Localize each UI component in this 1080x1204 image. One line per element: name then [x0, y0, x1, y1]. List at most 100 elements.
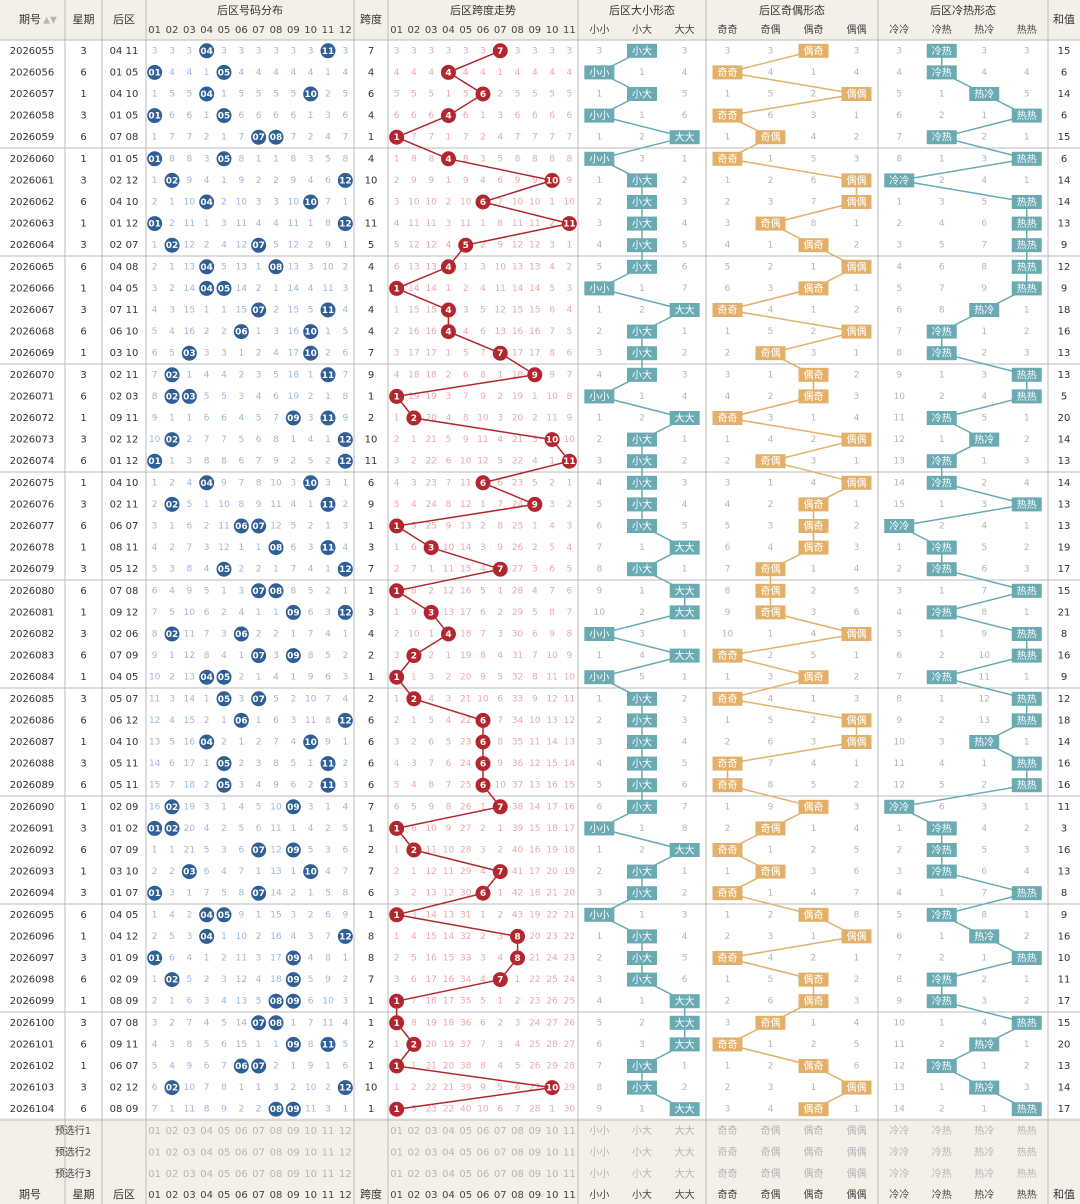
- missing-count: 7: [290, 133, 296, 143]
- size-missing-count: 1: [596, 651, 602, 661]
- hotcold-box-label: 冷热: [932, 1060, 952, 1073]
- sum-cell: 15: [1058, 132, 1071, 143]
- parity-box-label: 奇奇: [718, 66, 738, 79]
- number-ball: [251, 1058, 267, 1074]
- span-missing-count: 1: [394, 1083, 400, 1093]
- hotcold-box: [926, 821, 957, 836]
- span-missing-count: 19: [425, 1018, 437, 1028]
- footer-number: 09: [287, 1190, 300, 1201]
- span-missing-count: 16: [460, 586, 472, 596]
- missing-count: 2: [204, 975, 210, 985]
- span-missing-count: 5: [463, 90, 469, 100]
- parity-box: [755, 454, 786, 469]
- parity-missing-count: 2: [725, 738, 731, 748]
- number-ball-label: 07: [252, 1019, 265, 1029]
- header-number-12: 12: [339, 25, 352, 36]
- back-cell: 04 12: [110, 931, 139, 942]
- footer-number: 05: [218, 1190, 231, 1201]
- parity-missing-count: 1: [725, 867, 731, 877]
- number-ball: [303, 194, 319, 210]
- span-missing-count: 10: [408, 198, 420, 208]
- header-span-value-11: 11: [563, 25, 576, 36]
- missing-count: 6: [256, 435, 262, 445]
- number-ball-label: 11: [322, 544, 335, 554]
- parity-box-label: 偶偶: [847, 433, 867, 446]
- missing-count: 6: [169, 954, 175, 964]
- number-ball: [216, 756, 232, 772]
- size-box-label: 大大: [675, 131, 695, 144]
- missing-count: 5: [256, 90, 262, 100]
- size-box: [627, 929, 657, 944]
- span-missing-count: 27: [529, 1083, 540, 1093]
- hotcold-box: [1011, 389, 1042, 404]
- footer-number: 02: [166, 1190, 179, 1201]
- issue-cell: 2026086: [10, 715, 55, 726]
- missing-count: 11: [305, 716, 316, 726]
- back-cell: 06 12: [110, 715, 139, 726]
- size-missing-count: 5: [682, 522, 688, 532]
- span-missing-count: 1: [446, 349, 452, 359]
- number-ball-label: 07: [252, 241, 265, 251]
- size-missing-count: 6: [596, 802, 602, 812]
- span-missing-count: 7: [463, 133, 469, 143]
- missing-count: 1: [325, 327, 331, 337]
- missing-count: 9: [221, 478, 227, 488]
- hotcold-box: [926, 43, 957, 58]
- hotcold-missing-count: 8: [896, 154, 902, 164]
- back-cell: 07 11: [110, 305, 139, 316]
- hotcold-missing-count: 1: [939, 500, 945, 510]
- missing-count: 4: [290, 68, 296, 78]
- span-missing-count: 4: [515, 68, 521, 78]
- sum-cell: 14: [1058, 435, 1071, 446]
- missing-count: 1: [221, 90, 227, 100]
- hotcold-missing-count: 3: [1024, 349, 1030, 359]
- missing-count: 1: [204, 954, 210, 964]
- span-missing-count: 10: [512, 198, 524, 208]
- number-ball: [164, 626, 180, 642]
- span-ball: [475, 777, 491, 793]
- span-missing-count: 6: [411, 543, 417, 553]
- footer-parity-label: 奇偶: [761, 1188, 781, 1201]
- hotcold-missing-count: 11: [979, 673, 990, 683]
- span-missing-count: 14: [443, 932, 455, 942]
- missing-count: 3: [308, 414, 314, 424]
- missing-count: 6: [342, 1062, 348, 1072]
- span-missing-count: 1: [497, 824, 503, 834]
- missing-count: 1: [290, 673, 296, 683]
- span-ball: [423, 540, 439, 556]
- missing-count: 5: [256, 414, 262, 424]
- parity-box: [841, 432, 872, 447]
- missing-count: 6: [256, 824, 262, 834]
- span-missing-count: 10: [443, 543, 455, 553]
- hotcold-box: [969, 87, 1000, 101]
- number-ball-label: 05: [218, 695, 231, 705]
- span-cell: 1: [368, 996, 374, 1007]
- parity-missing-count: 4: [725, 392, 731, 402]
- size-missing-count: 7: [682, 802, 688, 812]
- preselect-span: 01: [390, 1148, 403, 1159]
- missing-count: 8: [186, 154, 192, 164]
- size-box: [627, 886, 657, 901]
- missing-count: 6: [221, 1040, 227, 1050]
- number-ball: [164, 496, 180, 512]
- hotcold-missing-count: 8: [896, 975, 902, 985]
- number-ball-label: 02: [166, 436, 179, 446]
- size-missing-count: 1: [596, 694, 602, 704]
- span-cell: 6: [368, 715, 374, 726]
- missing-count: 1: [186, 414, 192, 424]
- number-ball: [199, 194, 215, 210]
- hotcold-missing-count: 8: [981, 608, 987, 618]
- missing-count: 2: [152, 198, 158, 208]
- parity-missing-count: 3: [768, 284, 774, 294]
- back-cell: 02 12: [110, 1083, 139, 1094]
- missing-count: 5: [238, 90, 244, 100]
- missing-count: 4: [342, 68, 348, 78]
- hotcold-box: [1011, 216, 1042, 231]
- span-missing-count: 17: [512, 349, 523, 359]
- header-distribution: 后区号码分布: [217, 4, 283, 17]
- parity-box: [798, 994, 829, 1009]
- missing-count: 9: [308, 673, 314, 683]
- hotcold-box-label: 热热: [1017, 1103, 1037, 1116]
- preselect-number: 04: [200, 1169, 213, 1180]
